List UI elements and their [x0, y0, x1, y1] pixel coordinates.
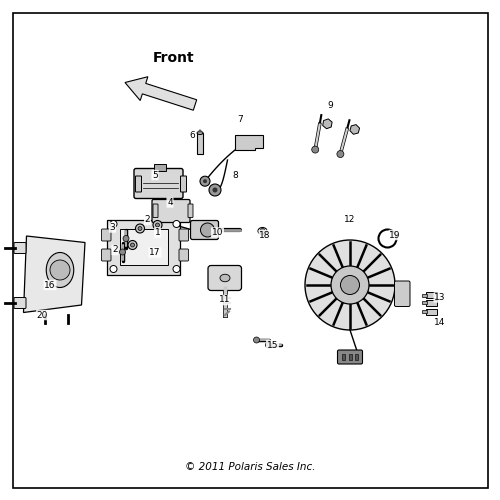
FancyBboxPatch shape — [14, 298, 26, 308]
Circle shape — [203, 179, 207, 183]
FancyBboxPatch shape — [179, 249, 188, 261]
Text: 15: 15 — [267, 340, 278, 349]
Text: 6: 6 — [190, 130, 196, 140]
Bar — [422, 294, 426, 296]
FancyBboxPatch shape — [190, 220, 218, 240]
Text: 16: 16 — [44, 280, 56, 289]
Polygon shape — [322, 119, 332, 128]
Ellipse shape — [220, 274, 230, 282]
Circle shape — [200, 223, 214, 237]
Bar — [342, 354, 345, 360]
Text: 2: 2 — [112, 246, 118, 254]
Bar — [426, 308, 437, 314]
FancyBboxPatch shape — [188, 204, 193, 218]
FancyBboxPatch shape — [394, 281, 410, 306]
FancyBboxPatch shape — [102, 229, 111, 241]
Circle shape — [110, 220, 117, 228]
Circle shape — [50, 260, 70, 280]
Text: 12: 12 — [344, 216, 356, 224]
Bar — [426, 300, 437, 306]
Circle shape — [173, 266, 180, 272]
FancyBboxPatch shape — [180, 176, 186, 192]
Circle shape — [198, 130, 202, 132]
FancyBboxPatch shape — [152, 200, 190, 222]
FancyBboxPatch shape — [102, 249, 111, 261]
FancyBboxPatch shape — [338, 350, 362, 364]
Text: © 2011 Polaris Sales Inc.: © 2011 Polaris Sales Inc. — [185, 462, 316, 472]
Circle shape — [266, 342, 272, 348]
Text: 4: 4 — [167, 198, 173, 207]
Circle shape — [136, 224, 144, 233]
Text: 13: 13 — [434, 293, 446, 302]
Circle shape — [153, 220, 162, 230]
FancyBboxPatch shape — [136, 176, 141, 192]
Circle shape — [260, 228, 265, 234]
Circle shape — [305, 240, 395, 330]
Circle shape — [331, 266, 369, 304]
Bar — [422, 301, 426, 304]
FancyBboxPatch shape — [208, 266, 242, 290]
Text: 5: 5 — [152, 170, 158, 179]
Text: Front: Front — [152, 50, 194, 64]
Bar — [426, 292, 437, 298]
Text: 8: 8 — [232, 170, 238, 179]
Circle shape — [130, 243, 134, 247]
Circle shape — [138, 226, 142, 230]
Bar — [422, 310, 426, 313]
Circle shape — [123, 236, 129, 242]
Text: 2: 2 — [144, 216, 150, 224]
Text: 20: 20 — [37, 310, 48, 320]
Circle shape — [340, 276, 359, 294]
Polygon shape — [350, 124, 360, 134]
Text: 10: 10 — [212, 228, 223, 237]
Bar — [154, 164, 166, 170]
Ellipse shape — [258, 228, 267, 234]
Circle shape — [120, 249, 126, 255]
Text: 1: 1 — [154, 228, 160, 237]
Ellipse shape — [46, 252, 74, 288]
Bar — [354, 354, 358, 360]
FancyArrow shape — [125, 76, 196, 110]
Circle shape — [312, 146, 318, 153]
Circle shape — [128, 240, 137, 250]
Polygon shape — [24, 236, 85, 312]
Text: 11: 11 — [219, 296, 231, 304]
Text: 9: 9 — [327, 100, 333, 110]
Circle shape — [209, 184, 221, 196]
Circle shape — [156, 223, 160, 227]
Circle shape — [212, 188, 218, 192]
FancyBboxPatch shape — [14, 242, 26, 254]
Bar — [348, 354, 352, 360]
Circle shape — [200, 176, 210, 186]
Circle shape — [110, 266, 117, 272]
FancyBboxPatch shape — [179, 229, 188, 241]
Circle shape — [173, 220, 180, 228]
Text: 7: 7 — [237, 116, 243, 124]
FancyBboxPatch shape — [134, 168, 183, 198]
Text: 17: 17 — [149, 248, 161, 257]
Bar — [197, 133, 203, 154]
Circle shape — [337, 150, 344, 158]
FancyBboxPatch shape — [153, 204, 158, 218]
Text: 14: 14 — [434, 318, 446, 327]
Text: 19: 19 — [389, 230, 401, 239]
Circle shape — [254, 337, 260, 343]
Polygon shape — [235, 135, 262, 150]
Bar — [108, 220, 180, 275]
Text: 3: 3 — [110, 223, 116, 232]
Ellipse shape — [197, 132, 203, 134]
Bar — [120, 229, 168, 265]
Text: 18: 18 — [259, 230, 271, 239]
